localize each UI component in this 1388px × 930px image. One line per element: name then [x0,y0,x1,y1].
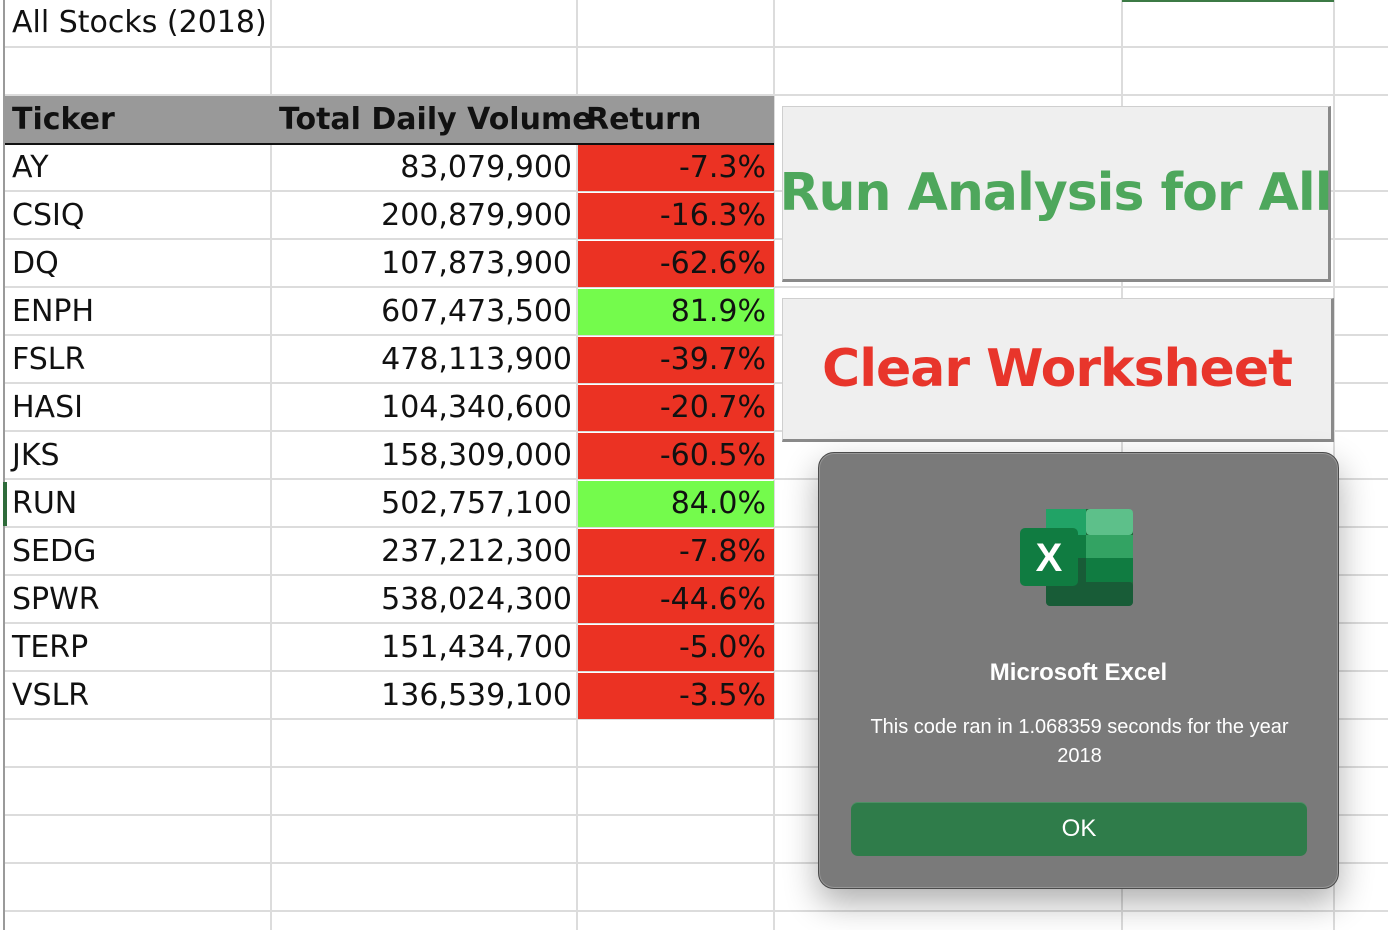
return-cell[interactable]: -62.6% [578,241,774,287]
gridline [0,46,1388,48]
volume-cell[interactable]: 200,879,900 [381,198,572,233]
gridline [0,238,1388,240]
gridline [0,622,1388,624]
return-cell[interactable]: -7.3% [578,145,774,191]
ticker-cell[interactable]: DQ [12,246,59,281]
run-analysis-button[interactable]: Run Analysis for All [779,106,1333,282]
return-cell[interactable]: 81.9% [578,289,774,335]
ticker-cell[interactable]: SPWR [12,582,100,617]
ticker-cell[interactable]: JKS [12,438,60,473]
ticker-cell[interactable]: AY [12,150,49,185]
volume-cell[interactable]: 151,434,700 [381,630,572,665]
gridline [0,718,1388,720]
gridline [0,670,1388,672]
return-cell[interactable]: -3.5% [578,673,774,719]
volume-cell[interactable]: 478,113,900 [381,342,572,377]
return-cell[interactable]: -44.6% [578,577,774,623]
return-cell[interactable]: -20.7% [578,385,774,431]
ticker-cell[interactable]: SEDG [12,534,97,569]
header-return[interactable]: Return [586,102,702,137]
sheet-left-edge [0,0,5,930]
dialog-message: This code ran in 1.068359 seconds for th… [870,716,1289,767]
gridline [0,430,1388,432]
gridline [0,526,1388,528]
volume-cell[interactable]: 104,340,600 [381,390,572,425]
volume-cell[interactable]: 83,079,900 [400,150,572,185]
gridline [0,382,1388,384]
ticker-cell[interactable]: RUN [12,486,78,521]
volume-cell[interactable]: 107,873,900 [381,246,572,281]
table-header [5,96,774,144]
excel-icon: X [1020,508,1134,608]
gridline [270,0,272,930]
gridline [0,766,1388,768]
gridline [0,574,1388,576]
ticker-cell[interactable]: CSIQ [12,198,85,233]
selected-row-marker [3,482,7,526]
gridline [576,0,578,930]
volume-cell[interactable]: 237,212,300 [381,534,572,569]
gridline [0,862,1388,864]
volume-cell[interactable]: 607,473,500 [381,294,572,329]
gridline [0,814,1388,816]
return-cell[interactable]: -39.7% [578,337,774,383]
ticker-cell[interactable]: VSLR [12,678,90,713]
ticker-cell[interactable]: ENPH [12,294,95,329]
ticker-cell[interactable]: FSLR [12,342,86,377]
volume-cell[interactable]: 538,024,300 [381,582,572,617]
alert-dialog: X Microsoft Excel This code ran in 1.068… [818,452,1339,889]
sheet-title[interactable]: All Stocks (2018) [12,5,267,40]
gridline [0,94,1388,96]
volume-cell[interactable]: 136,539,100 [381,678,572,713]
ticker-cell[interactable]: TERP [12,630,89,665]
ticker-cell[interactable]: HASI [12,390,83,425]
volume-cell[interactable]: 158,309,000 [381,438,572,473]
excel-icon-letter: X [1036,536,1063,580]
return-cell[interactable]: -16.3% [578,193,774,239]
return-cell[interactable]: -5.0% [578,625,774,671]
gridline [773,0,775,930]
header-underline [5,143,774,145]
volume-cell[interactable]: 502,757,100 [381,486,572,521]
return-cell[interactable]: 84.0% [578,481,774,527]
header-ticker[interactable]: Ticker [12,102,115,137]
clear-worksheet-button[interactable]: Clear Worksheet [782,298,1334,442]
ok-button[interactable]: OK [851,802,1307,856]
gridline [0,334,1388,336]
gridline [0,478,1388,480]
dialog-title: Microsoft Excel [989,659,1168,686]
gridline [0,910,1388,912]
selected-cell-edge [1122,0,1334,2]
gridline [0,190,1388,192]
return-cell[interactable]: -7.8% [578,529,774,575]
header-volume[interactable]: Total Daily Volume [279,102,593,137]
gridline [0,286,1388,288]
return-cell[interactable]: -60.5% [578,433,774,479]
